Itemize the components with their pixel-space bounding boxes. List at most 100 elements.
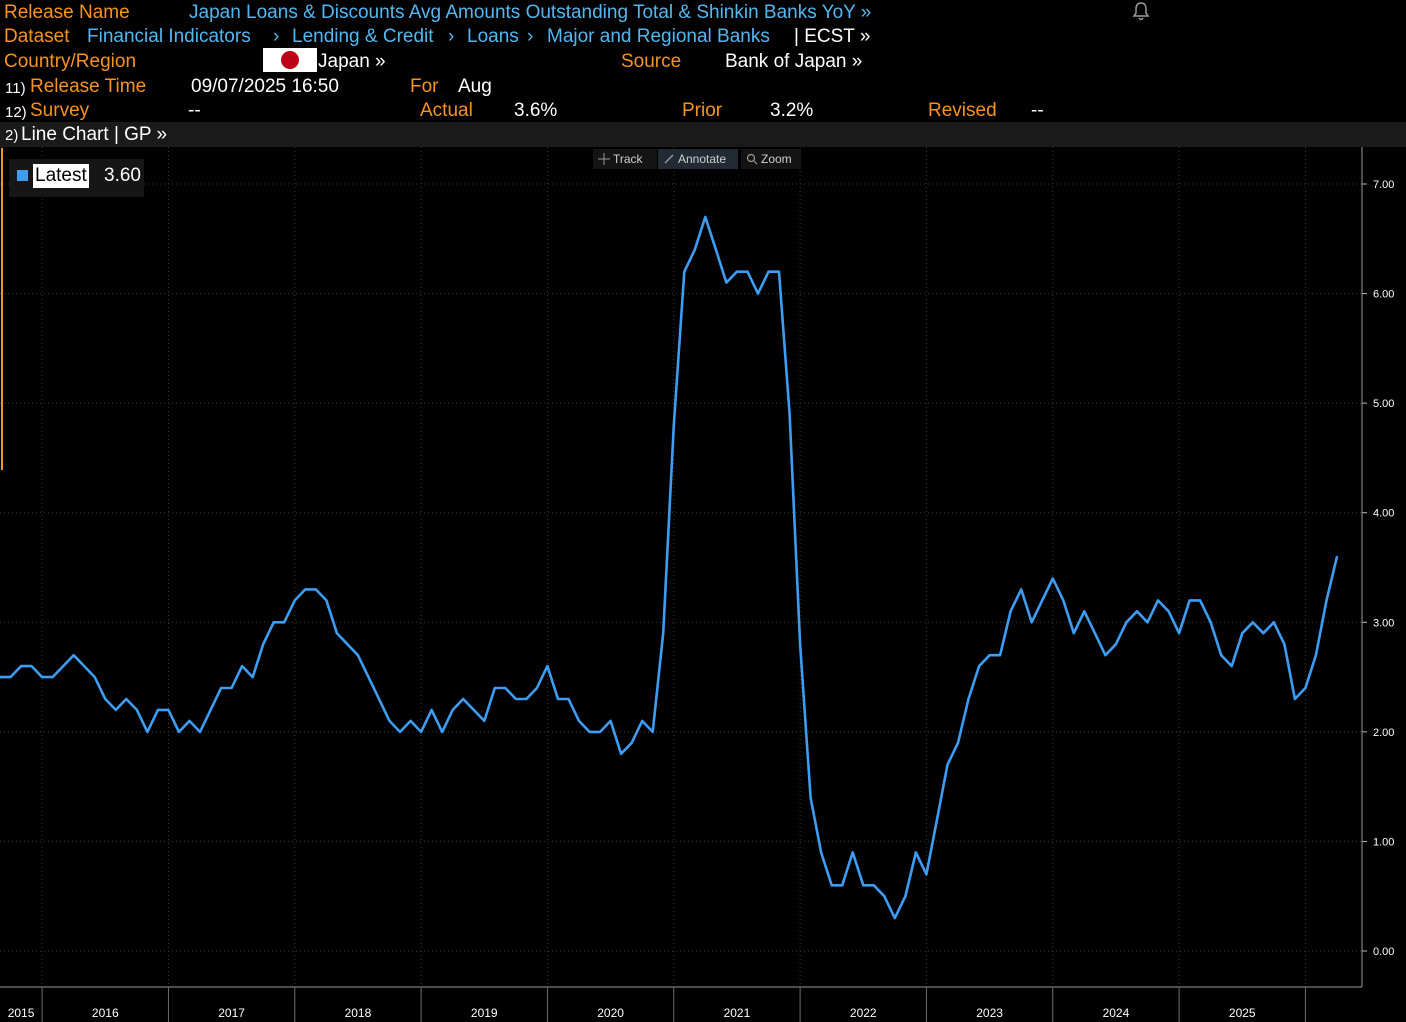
left-accent-bar: [1, 148, 3, 470]
data-point: [1041, 599, 1043, 602]
data-point: [841, 884, 843, 887]
release-time-value: 09/07/2025 16:50: [191, 76, 339, 97]
data-point: [830, 884, 833, 887]
data-point: [567, 698, 570, 700]
magnifier-icon: [746, 153, 758, 165]
data-point: [873, 884, 875, 887]
breadcrumb-lending-credit[interactable]: Lending & Credit: [292, 26, 434, 47]
survey-row: 12) Survey -- Actual 3.6% Prior 3.2% Rev…: [0, 98, 1406, 123]
data-point: [125, 698, 128, 700]
survey-number: 12): [5, 104, 27, 121]
data-point: [1336, 555, 1338, 558]
data-point: [1062, 599, 1065, 602]
data-point: [778, 270, 780, 273]
country-label: Country/Region: [4, 51, 137, 72]
data-point: [630, 742, 633, 744]
data-point: [1030, 621, 1033, 624]
zoom-label: Zoom: [761, 152, 792, 166]
x-tick-label: 2024: [1103, 1006, 1130, 1020]
data-point: [767, 270, 770, 273]
breadcrumb-major-regional-banks[interactable]: Major and Regional Banks: [547, 26, 770, 47]
release-time-label[interactable]: Release Time: [30, 76, 147, 97]
data-point: [904, 895, 907, 897]
data-point: [9, 676, 12, 678]
data-point: [1220, 654, 1222, 656]
data-point: [1167, 610, 1170, 613]
data-point: [378, 698, 380, 700]
data-point: [557, 698, 559, 700]
data-point: [41, 676, 43, 678]
data-point: [641, 720, 643, 722]
y-tick-label: 0.00: [1373, 946, 1394, 958]
data-point: [178, 731, 180, 733]
country-value[interactable]: Japan »: [318, 51, 386, 72]
bell-icon[interactable]: [1130, 0, 1152, 22]
data-point: [1294, 698, 1296, 700]
data-point: [1136, 610, 1138, 613]
source-value[interactable]: Bank of Japan »: [725, 51, 863, 72]
data-point: [1188, 599, 1191, 602]
prior-value: 3.2%: [770, 100, 814, 121]
data-point: [1178, 632, 1180, 634]
data-point: [1125, 621, 1128, 624]
data-point: [251, 676, 254, 678]
line-chart[interactable]: 0.00 1.00 2.00 3.00 4.00 5.00 6.00 7.00 2015 2016…: [0, 147, 1406, 1022]
data-point: [346, 643, 349, 645]
legend-value: 3.60: [104, 165, 141, 186]
data-point: [294, 599, 296, 602]
data-point: [1094, 632, 1096, 634]
data-point: [1304, 687, 1307, 689]
chart-toolbar: 2) Line Chart | GP »: [0, 122, 1406, 147]
data-point: [525, 698, 528, 700]
data-point: [599, 731, 601, 733]
data-point: [536, 687, 538, 689]
data-point: [241, 665, 243, 667]
data-point: [894, 917, 896, 919]
annotate-button[interactable]: Annotate: [658, 149, 738, 169]
release-name-link[interactable]: Japan Loans & Discounts Avg Amounts Outs…: [189, 2, 872, 23]
data-point: [430, 709, 433, 711]
ecst-link[interactable]: | ECST »: [794, 26, 871, 47]
data-point: [315, 588, 317, 591]
data-point: [1241, 632, 1244, 634]
data-point: [851, 851, 854, 854]
release-name-label: Release Name: [4, 2, 130, 23]
zoom-button[interactable]: Zoom: [741, 149, 801, 169]
data-point: [1020, 588, 1022, 591]
breadcrumb-separator-icon: ›: [448, 26, 455, 47]
y-tick-label: 3.00: [1373, 617, 1394, 629]
x-tick-label: 2015: [8, 1006, 35, 1020]
data-point: [515, 698, 517, 700]
revised-label: Revised: [928, 100, 997, 121]
pencil-icon: [664, 154, 674, 164]
y-tick-label: 2.00: [1373, 727, 1394, 739]
data-point: [209, 709, 212, 711]
data-point: [20, 665, 22, 667]
data-point: [1146, 621, 1149, 624]
breadcrumb-separator-icon: ›: [527, 26, 534, 47]
data-point: [199, 731, 201, 733]
data-point: [936, 818, 938, 821]
data-point: [1009, 610, 1012, 613]
breadcrumb-financial-indicators[interactable]: Financial Indicators: [87, 26, 251, 47]
track-button[interactable]: Track: [593, 149, 657, 169]
data-point: [441, 731, 444, 733]
crosshair-icon: [598, 153, 610, 165]
data-point: [409, 720, 412, 722]
chart-legend[interactable]: Latest 3.60: [9, 159, 144, 197]
data-point: [272, 621, 275, 624]
line-chart-menu[interactable]: Line Chart | GP »: [21, 124, 168, 145]
revised-value: --: [1031, 100, 1044, 121]
data-point: [1157, 599, 1159, 602]
data-point: [399, 731, 401, 733]
data-point: [1073, 632, 1075, 634]
for-value: Aug: [458, 76, 492, 97]
data-point: [72, 654, 75, 656]
data-point: [946, 763, 949, 766]
x-tick-label: 2021: [724, 1006, 751, 1020]
survey-label[interactable]: Survey: [30, 100, 90, 121]
release-time-row: 11) Release Time 09/07/2025 16:50 For Au…: [0, 74, 1406, 99]
data-point: [978, 665, 980, 667]
data-point: [230, 687, 233, 689]
breadcrumb-loans[interactable]: Loans: [467, 26, 519, 47]
